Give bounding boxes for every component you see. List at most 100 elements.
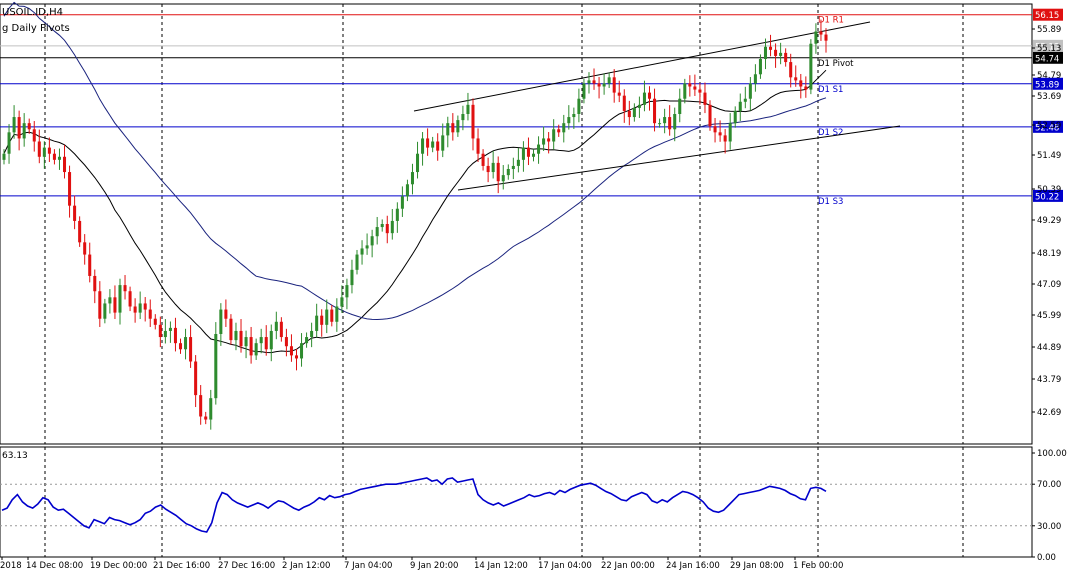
candle [562,114,566,143]
candle-body [103,303,107,319]
candle-body [733,110,737,124]
price-tick-label: 51.49 [1037,151,1061,161]
candle-body [486,165,490,173]
candle [698,83,702,105]
candle [375,216,379,245]
candle-body [799,80,803,87]
candle [219,303,223,346]
candle-body [199,395,203,417]
candle-body [693,86,697,90]
rsi-value-label: 63.13 [2,451,28,461]
candle-body [824,34,828,41]
price-tick-label: 42.69 [1037,408,1061,418]
candle-body [108,297,112,304]
candle-body [143,303,147,310]
candle-body [73,205,77,221]
candle-body [42,147,46,157]
candle-body [612,77,616,93]
candle-body [27,123,31,130]
candle [118,278,122,325]
candle-body [769,46,773,50]
candle [360,240,364,265]
candle-body [209,398,213,420]
candle [244,330,248,359]
candle [57,148,61,170]
candle [12,105,16,139]
candle [577,88,581,123]
candle-body [194,361,198,396]
candle [148,299,152,327]
candle [486,157,490,183]
moving-averages [3,1,827,354]
candle [587,72,591,94]
candle-body [819,31,823,35]
candle-body [279,321,283,338]
price-tag: 50.22 [1033,189,1063,202]
candle [471,98,475,151]
candle-body [178,343,183,350]
candle-body [688,83,692,87]
candle-body [627,110,631,118]
candle [446,116,450,148]
candle-body [567,117,571,124]
candle-body [405,184,409,197]
candle [42,141,46,169]
candle-body [47,147,51,154]
candle [93,269,97,304]
candle [441,123,445,158]
price-tag-bg [1033,120,1063,133]
candle [602,73,606,95]
candle [658,118,662,128]
candle-body [184,337,188,350]
candle-body [658,123,662,125]
rsi-tick-label: 70.00 [1037,480,1061,490]
candle-body [214,334,218,399]
candle-body [476,138,480,154]
candle-body [350,269,354,286]
candle [723,128,727,154]
candle-body [511,165,515,169]
candle-body [784,52,788,63]
candle-body [57,156,61,160]
candle-body [289,346,293,356]
candle [128,286,132,312]
price-tick-label: 50.39 [1037,185,1061,195]
candle-body [204,416,208,420]
candle [531,149,536,162]
candle-body [562,123,566,133]
symbol-label: USOIL.ID,H4 [2,7,63,18]
candle-body [78,220,82,243]
candle-body [68,172,72,206]
candle-body [441,135,445,151]
candle [173,317,177,352]
candle [88,242,92,283]
candle [491,150,495,179]
candle [47,137,51,162]
candle-body [516,159,520,166]
rsi-panel-frame [0,446,1033,558]
candle [617,80,621,103]
candle-body [501,175,505,182]
candle-body [163,330,167,338]
candle [637,96,641,118]
candle-body [229,318,233,341]
candle-body [421,138,425,154]
candle-body [138,303,142,313]
pivot-label: D1 S3 [818,197,843,207]
candle-body [743,98,747,102]
candle-body [794,77,798,81]
rsi-line [1,477,827,533]
candle [284,328,288,357]
candle [506,164,510,180]
candle-body [113,297,117,313]
candle [138,291,142,320]
candle [647,86,652,111]
candle [123,275,127,300]
candle-body [526,147,530,157]
candle [108,289,112,314]
candle [63,144,67,179]
candle [254,338,258,360]
candle [279,317,283,342]
candle-body [168,327,172,331]
